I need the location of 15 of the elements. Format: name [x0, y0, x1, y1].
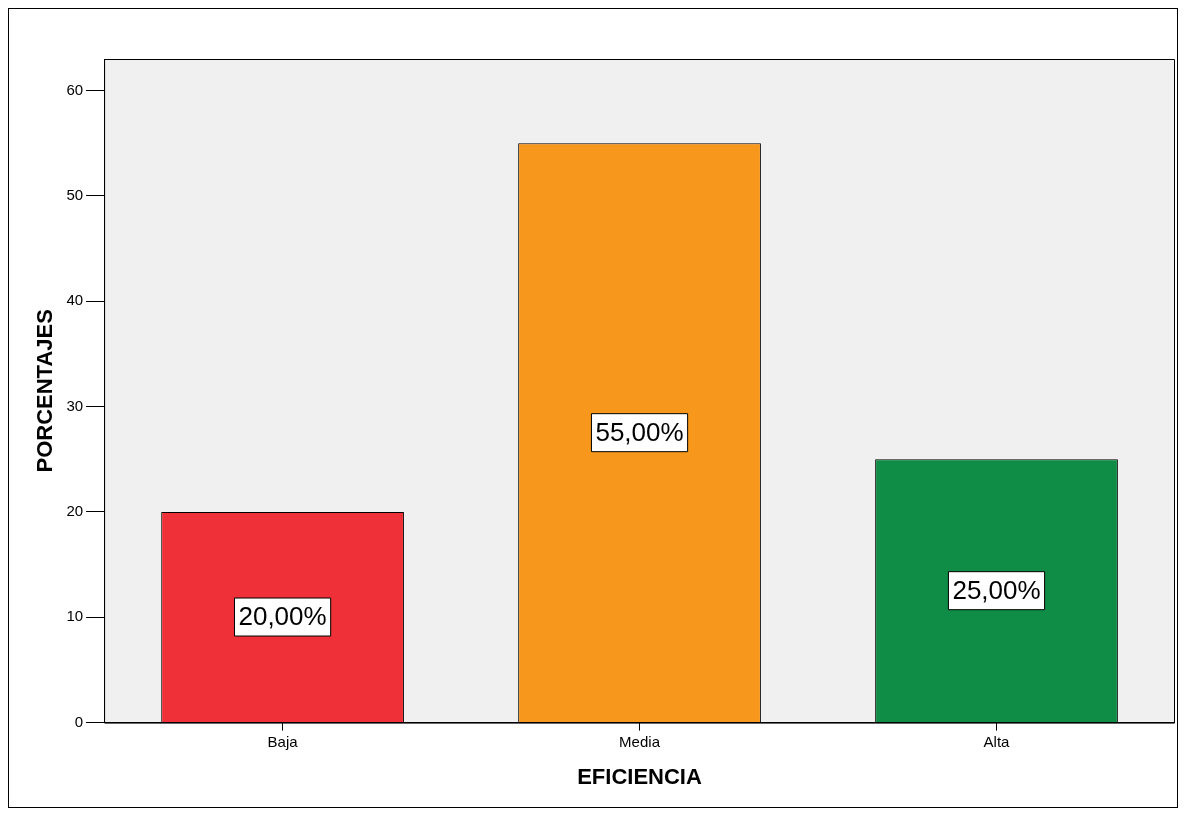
x-tick-label: Media — [619, 732, 661, 750]
data-label: 55,00% — [595, 416, 684, 447]
y-tick-label: 60 — [66, 80, 84, 98]
data-label: 25,00% — [952, 574, 1041, 605]
y-axis-title: PORCENTAJES — [32, 309, 58, 473]
y-tick-label: 40 — [66, 291, 84, 309]
y-tick-label: 30 — [66, 396, 84, 414]
x-axis-title: EFICIENCIA — [577, 763, 702, 789]
y-tick-label: 10 — [66, 607, 84, 625]
y-tick-label: 50 — [66, 186, 84, 204]
y-tick-label: 0 — [74, 712, 84, 730]
x-tick-label: Baja — [267, 732, 299, 750]
y-tick-label: 20 — [66, 502, 84, 520]
data-label: 20,00% — [238, 601, 327, 632]
x-tick-label: Alta — [983, 732, 1011, 750]
